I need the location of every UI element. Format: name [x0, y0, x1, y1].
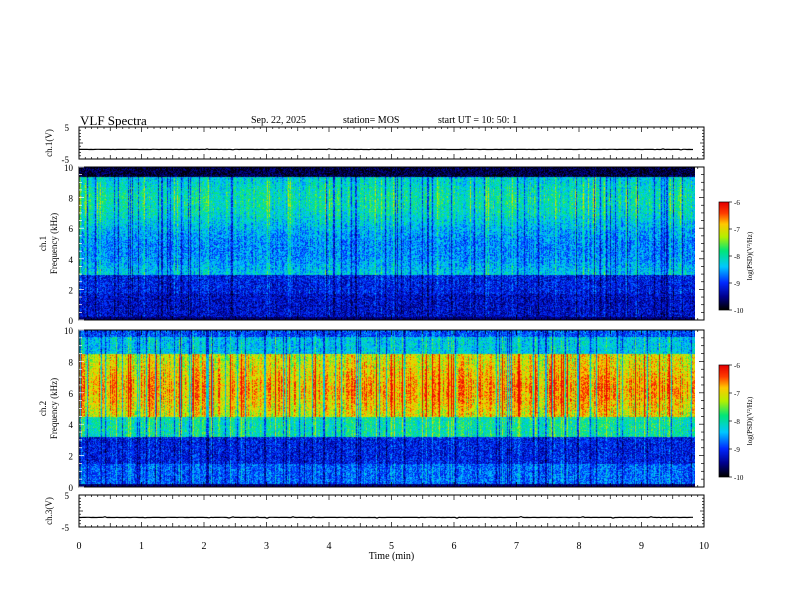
ch1-spectrogram-colorbar: [719, 202, 729, 310]
colorbar-tick-label: -10: [734, 474, 744, 482]
colorbar-tick-label: -9: [734, 280, 740, 288]
ch3-waveform-ylabel: ch.3(V): [44, 497, 54, 525]
x-tick-label: 8: [577, 541, 582, 552]
ch1-spectrogram-image: [79, 167, 695, 320]
x-tick-label: 2: [202, 541, 207, 552]
x-tick-label: 0: [77, 541, 82, 552]
ch1-waveform-trace: [78, 148, 693, 151]
y-tick-label: 4: [69, 255, 74, 265]
y-tick-label: 8: [69, 357, 74, 367]
x-tick-label: 6: [452, 541, 457, 552]
x-tick-label: 7: [514, 541, 519, 552]
ch2-spectrogram-image: [79, 330, 695, 487]
y-tick-label: 6: [69, 224, 74, 234]
colorbar-tick-label: -6: [734, 199, 740, 207]
y-tick-label: 10: [64, 326, 74, 336]
ch2-spectrogram-ylabel-channel: ch.2: [38, 401, 48, 416]
y-tick-label: 5: [65, 491, 70, 501]
x-tick-label: 5: [389, 541, 394, 552]
x-tick-label: 10: [699, 541, 709, 552]
y-tick-label: 2: [69, 452, 74, 462]
colorbar-tick-label: -10: [734, 307, 744, 315]
x-tick-label: 9: [639, 541, 644, 552]
x-tick-label: 1: [139, 541, 144, 552]
y-tick-label: 8: [69, 194, 74, 204]
y-tick-label: 4: [69, 420, 74, 430]
ch1-spectrogram-colorbar-label: log(PSD)(V²/Hz): [746, 231, 754, 280]
y-tick-label: 5: [65, 123, 70, 133]
x-axis-label: Time (min): [369, 551, 414, 562]
ch1-spectrogram-ylabel-channel: ch.1: [38, 236, 48, 251]
y-tick-label: 0: [69, 316, 74, 326]
start-time-label: start UT = 10: 50: 1: [438, 115, 518, 126]
y-tick-label: -5: [62, 523, 70, 533]
y-tick-label: 6: [69, 389, 74, 399]
ch2-spectrogram-colorbar: [719, 365, 729, 477]
ch1-spectrogram-ylabel-frequency: Frequency (kHz): [49, 213, 59, 274]
x-tick-label: 3: [264, 541, 269, 552]
y-tick-label: 2: [69, 285, 74, 295]
colorbar-tick-label: -8: [734, 418, 740, 426]
date-label: Sep. 22, 2025: [251, 115, 306, 126]
ch3-waveform-trace: [78, 515, 693, 519]
colorbar-tick-label: -8: [734, 253, 740, 261]
colorbar-tick-label: -7: [734, 226, 740, 234]
ch2-spectrogram-colorbar-label: log(PSD)(V²/Hz): [746, 396, 754, 445]
colorbar-tick-label: -6: [734, 362, 740, 370]
y-tick-label: 0: [69, 483, 74, 493]
y-tick-label: 10: [64, 163, 74, 173]
station-label: station= MOS: [343, 115, 400, 126]
colorbar-tick-label: -7: [734, 390, 740, 398]
x-tick-label: 4: [327, 541, 332, 552]
colorbar-tick-label: -9: [734, 446, 740, 454]
ch2-spectrogram-ylabel-frequency: Frequency (kHz): [49, 378, 59, 439]
chart-title: VLF Spectra: [80, 113, 147, 128]
ch1-waveform-ylabel: ch.1(V): [44, 129, 54, 157]
y-tick-label: -5: [62, 155, 70, 165]
